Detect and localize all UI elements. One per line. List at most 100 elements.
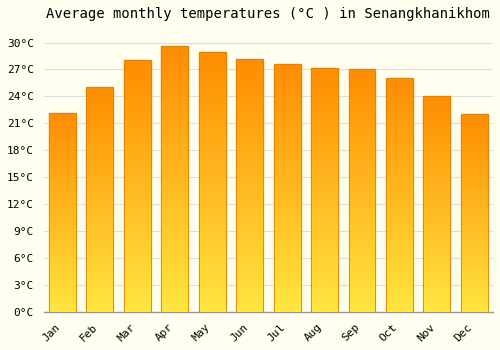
Bar	[424, 221, 450, 223]
Bar	[348, 239, 376, 241]
Bar	[198, 179, 226, 182]
Bar	[461, 223, 488, 225]
Bar	[461, 188, 488, 189]
Bar	[311, 278, 338, 280]
Bar	[274, 69, 300, 71]
Bar	[348, 101, 376, 103]
Bar	[162, 155, 188, 158]
Bar	[124, 199, 151, 201]
Bar	[49, 234, 76, 236]
Bar	[86, 260, 114, 262]
Bar	[49, 133, 76, 134]
Bar	[86, 251, 114, 253]
Bar	[311, 68, 338, 70]
Bar	[162, 264, 188, 267]
Bar	[162, 259, 188, 261]
Bar	[311, 253, 338, 256]
Bar	[236, 86, 263, 89]
Bar	[461, 276, 488, 278]
Bar	[198, 70, 226, 72]
Bar	[124, 156, 151, 159]
Bar	[274, 203, 300, 205]
Bar	[49, 174, 76, 176]
Bar	[124, 224, 151, 226]
Bar	[198, 197, 226, 200]
Bar	[311, 204, 338, 207]
Bar	[461, 306, 488, 308]
Bar	[124, 161, 151, 163]
Bar	[461, 207, 488, 209]
Bar	[162, 227, 188, 230]
Bar	[162, 49, 188, 51]
Bar	[49, 260, 76, 262]
Bar	[348, 307, 376, 309]
Bar	[461, 182, 488, 183]
Bar	[386, 232, 413, 235]
Bar	[49, 139, 76, 140]
Bar	[162, 120, 188, 123]
Bar	[124, 292, 151, 294]
Bar	[311, 141, 338, 144]
Bar	[86, 238, 114, 240]
Bar	[198, 307, 226, 309]
Bar	[198, 270, 226, 273]
Bar	[274, 151, 300, 153]
Bar	[86, 180, 114, 182]
Bar	[461, 243, 488, 245]
Bar	[311, 300, 338, 302]
Bar	[461, 266, 488, 268]
Bar	[49, 114, 76, 117]
Bar	[124, 121, 151, 123]
Bar	[86, 188, 114, 191]
Bar	[124, 123, 151, 126]
Bar	[86, 283, 114, 285]
Bar	[162, 46, 188, 312]
Bar	[311, 92, 338, 94]
Bar	[274, 260, 300, 262]
Bar	[461, 201, 488, 203]
Bar	[424, 100, 450, 102]
Bar	[86, 92, 114, 94]
Bar	[424, 230, 450, 232]
Bar	[236, 117, 263, 119]
Bar	[311, 246, 338, 248]
Bar	[162, 296, 188, 299]
Bar	[198, 145, 226, 148]
Bar	[86, 193, 114, 195]
Bar	[424, 295, 450, 297]
Bar	[386, 263, 413, 265]
Bar	[162, 179, 188, 182]
Bar	[236, 162, 263, 165]
Bar	[274, 208, 300, 210]
Bar	[461, 172, 488, 174]
Bar	[86, 168, 114, 170]
Bar	[49, 274, 76, 276]
Bar	[49, 182, 76, 184]
Bar	[86, 159, 114, 161]
Bar	[386, 246, 413, 249]
Bar	[198, 174, 226, 176]
Bar	[124, 307, 151, 309]
Bar	[461, 290, 488, 292]
Bar	[311, 156, 338, 158]
Bar	[124, 166, 151, 169]
Bar	[236, 302, 263, 304]
Bar	[424, 108, 450, 111]
Bar	[424, 217, 450, 219]
Bar	[424, 264, 450, 266]
Bar	[198, 171, 226, 174]
Bar	[424, 258, 450, 260]
Bar	[198, 192, 226, 195]
Bar	[461, 300, 488, 302]
Bar	[424, 115, 450, 117]
Bar	[274, 111, 300, 114]
Bar	[424, 195, 450, 197]
Bar	[86, 130, 114, 132]
Bar	[86, 119, 114, 121]
Bar	[236, 233, 263, 236]
Bar	[311, 126, 338, 129]
Bar	[274, 213, 300, 215]
Bar	[124, 118, 151, 121]
Bar	[162, 200, 188, 203]
Bar	[124, 267, 151, 269]
